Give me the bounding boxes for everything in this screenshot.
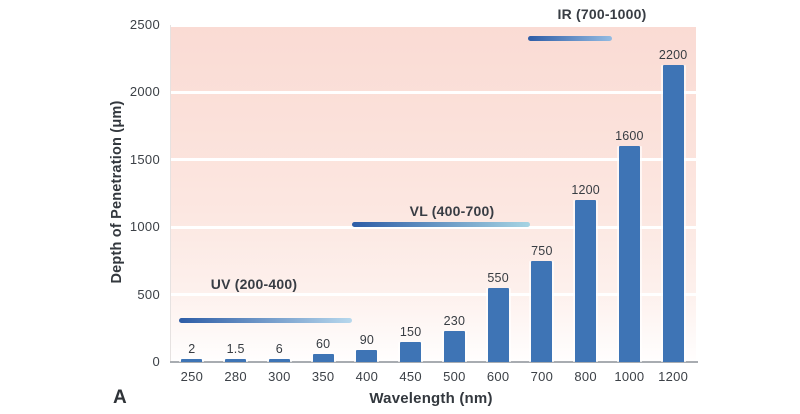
bar-350 bbox=[312, 353, 334, 362]
x-tick-label-500: 500 bbox=[443, 369, 466, 384]
figure-label: A bbox=[113, 387, 127, 408]
x-tick-label-300: 300 bbox=[268, 369, 291, 384]
y-tick-label-2500: 2500 bbox=[129, 17, 160, 32]
bar-value-1200: 2200 bbox=[658, 48, 688, 63]
bar-280 bbox=[225, 359, 247, 362]
bar-value-800: 1200 bbox=[571, 183, 600, 198]
gridline-1500 bbox=[171, 158, 696, 162]
gridline-500 bbox=[171, 293, 696, 297]
bar-value-1000: 1600 bbox=[615, 129, 644, 144]
bar-500 bbox=[443, 330, 465, 362]
x-tick-label-250: 250 bbox=[180, 369, 204, 384]
x-tick-label-700: 700 bbox=[530, 369, 554, 384]
bar-value-300: 6 bbox=[275, 342, 283, 356]
band-label-1: VL (400-700) bbox=[409, 203, 495, 219]
band-strip-1 bbox=[352, 222, 530, 227]
band-label-0: UV (200-400) bbox=[210, 276, 298, 292]
x-tick-label-350: 350 bbox=[311, 369, 335, 384]
band-strip-0 bbox=[179, 318, 352, 323]
x-tick-label-280: 280 bbox=[224, 369, 247, 384]
bar-value-280: 1.5 bbox=[226, 342, 245, 356]
gridline-1000 bbox=[171, 225, 696, 229]
bar-250 bbox=[181, 359, 203, 362]
bar-value-500: 230 bbox=[443, 313, 466, 328]
bar-value-450: 150 bbox=[399, 324, 422, 339]
y-tick-label-500: 500 bbox=[137, 286, 160, 302]
bar-600 bbox=[487, 287, 509, 362]
bar-1200 bbox=[662, 65, 684, 362]
bar-value-600: 550 bbox=[487, 270, 509, 285]
bar-800 bbox=[575, 200, 597, 362]
x-axis-title: Wavelength (nm) bbox=[369, 390, 493, 407]
x-axis-line bbox=[170, 361, 698, 363]
x-tick-label-450: 450 bbox=[399, 369, 422, 384]
bar-value-250: 2 bbox=[188, 342, 196, 356]
bar-value-400: 90 bbox=[359, 332, 375, 347]
bar-value-700: 750 bbox=[531, 243, 553, 258]
band-strip-2 bbox=[528, 36, 612, 41]
x-tick-label-800: 800 bbox=[574, 369, 597, 384]
bar-700 bbox=[531, 260, 553, 362]
x-tick-label-1000: 1000 bbox=[614, 369, 645, 384]
y-axis-title: Depth of Penetration (μm) bbox=[109, 100, 125, 284]
y-tick-label-2000: 2000 bbox=[129, 84, 160, 100]
y-tick-label-1500: 1500 bbox=[129, 151, 160, 167]
bar-1000 bbox=[618, 146, 640, 362]
y-tick-label-1000: 1000 bbox=[129, 219, 160, 235]
gridline-2000 bbox=[171, 90, 696, 94]
bar-400 bbox=[356, 349, 378, 362]
plot-area bbox=[170, 25, 696, 362]
bar-value-350: 60 bbox=[315, 336, 331, 351]
x-tick-label-600: 600 bbox=[486, 369, 510, 384]
bar-450 bbox=[400, 341, 422, 362]
x-tick-label-400: 400 bbox=[355, 369, 379, 384]
band-label-2: IR (700-1000) bbox=[557, 6, 647, 22]
bar-300 bbox=[268, 359, 290, 362]
gridline-2500 bbox=[171, 25, 696, 27]
x-tick-label-1200: 1200 bbox=[658, 369, 689, 384]
y-tick-label-0: 0 bbox=[152, 354, 160, 369]
